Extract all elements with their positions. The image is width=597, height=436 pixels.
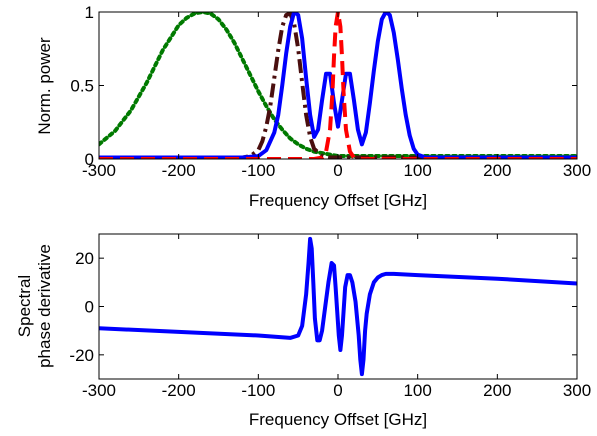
bottom-x-tick-label: 200: [483, 381, 511, 400]
bottom-y-tick-label: 0: [85, 298, 94, 317]
bottom-x-axis-title: Frequency Offset [GHz]: [249, 410, 427, 429]
bottom-series-line-1: [99, 236, 577, 377]
bottom-series-layer: [99, 236, 577, 377]
top-ticks: [98, 11, 578, 160]
bottom-x-tick-label: 0: [333, 381, 342, 400]
bottom-y-axis-title-line: phase derivative: [35, 244, 54, 368]
top-series-line-4: [99, 12, 577, 159]
bottom-y-axis-title-line: Spectral: [15, 275, 34, 337]
bottom-x-tick-label: 300: [563, 381, 591, 400]
top-series-line-3: [99, 12, 577, 159]
top-y-axis-title: Norm. power: [35, 37, 54, 135]
top-y-tick-label: 0.5: [70, 77, 94, 96]
bottom-y-axis-title: Spectralphase derivative: [15, 244, 54, 368]
top-x-tick-label: 200: [483, 161, 511, 180]
bottom-y-tick-label: -20: [69, 346, 94, 365]
top-x-tick-label: 0: [333, 161, 342, 180]
bottom-x-tick-label: -100: [241, 381, 275, 400]
top-x-tick-label: 100: [403, 161, 431, 180]
top-plot: -300 -200 -100 0 100 200 300 0 0.5 1 Frequency Of…: [35, 3, 591, 210]
bottom-x-tick-label: -200: [162, 381, 196, 400]
top-y-tick-label: 0: [85, 150, 94, 169]
top-x-tick-label: -100: [241, 161, 275, 180]
bottom-y-tick-label: 20: [75, 249, 94, 268]
bottom-ticks: [98, 234, 578, 379]
top-x-tick-label: 300: [563, 161, 591, 180]
top-y-tick-label: 1: [85, 3, 94, 22]
top-series-line-2: [99, 12, 577, 159]
top-x-tick-label: -300: [82, 161, 116, 180]
top-x-tick-label: -200: [162, 161, 196, 180]
bottom-x-tick-label: -300: [82, 381, 116, 400]
top-x-axis-title: Frequency Offset [GHz]: [249, 191, 427, 210]
top-tick-labels: -300 -200 -100 0 100 200 300 0 0.5 1: [70, 3, 591, 180]
bottom-x-tick-label: 100: [403, 381, 431, 400]
top-series-line-1: [99, 12, 577, 159]
top-series-layer: [99, 12, 577, 159]
